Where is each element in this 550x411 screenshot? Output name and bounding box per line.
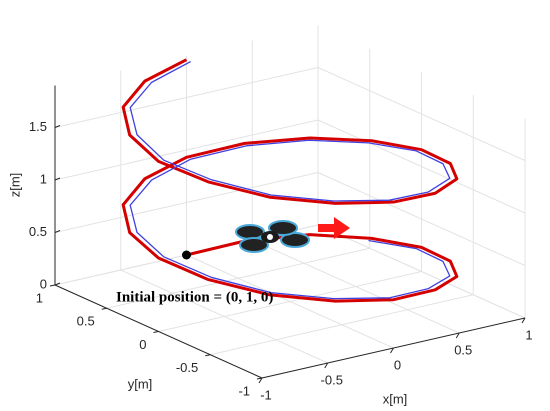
- x-tick-label: -1: [260, 387, 272, 402]
- x-tick-label: 0: [394, 357, 401, 372]
- x-tick: [258, 377, 263, 384]
- x-tick: [324, 362, 329, 369]
- grid-line: [317, 119, 526, 214]
- annotation: Initial position = (0, 1, 0): [116, 289, 273, 305]
- x-tick-label: -0.5: [321, 372, 343, 387]
- z-tick: [54, 177, 61, 181]
- direction-arrow: [318, 217, 350, 239]
- trajectory: [129, 60, 451, 300]
- y-tick: [205, 354, 211, 357]
- z-tick: [54, 282, 61, 286]
- y-tick-label: -0.5: [176, 360, 198, 375]
- y-tick-label: 0: [139, 337, 146, 352]
- grid-line: [54, 119, 319, 181]
- y-tick-label: -1: [238, 383, 250, 398]
- z-tick-label: 1: [40, 171, 47, 186]
- y-axis-label: y[m]: [128, 376, 153, 391]
- x-tick: [521, 317, 526, 324]
- z-tick: [54, 230, 61, 233]
- z-tick-label: 0: [40, 276, 47, 291]
- x-tick-label: 0.5: [454, 342, 472, 357]
- y-tick: [153, 331, 159, 333]
- grid-line: [106, 247, 370, 309]
- grid-line: [54, 172, 319, 233]
- initial-point: [182, 250, 191, 260]
- z-tick-label: 0.5: [29, 224, 47, 239]
- trajectory: [121, 58, 459, 303]
- grid-line: [317, 67, 526, 161]
- grid-line: [317, 172, 526, 266]
- x-tick-label: 1: [525, 327, 532, 342]
- y-tick: [101, 307, 107, 310]
- x-axis-label: x[m]: [383, 391, 408, 406]
- y-tick: [256, 377, 263, 380]
- grid-line: [54, 67, 319, 128]
- y-tick-label: 0.5: [77, 314, 95, 329]
- z-tick: [54, 125, 61, 128]
- x-tick: [455, 332, 460, 339]
- grid-line: [210, 294, 474, 356]
- y-tick: [49, 284, 56, 287]
- y-tick-label: 1: [36, 290, 43, 305]
- x-tick: [390, 347, 394, 354]
- grid-line: [158, 271, 422, 332]
- z-axis-label: z[m]: [7, 173, 22, 198]
- drone-icon: [235, 220, 310, 253]
- grid-line: [317, 224, 526, 319]
- z-tick-label: 1.5: [29, 119, 47, 134]
